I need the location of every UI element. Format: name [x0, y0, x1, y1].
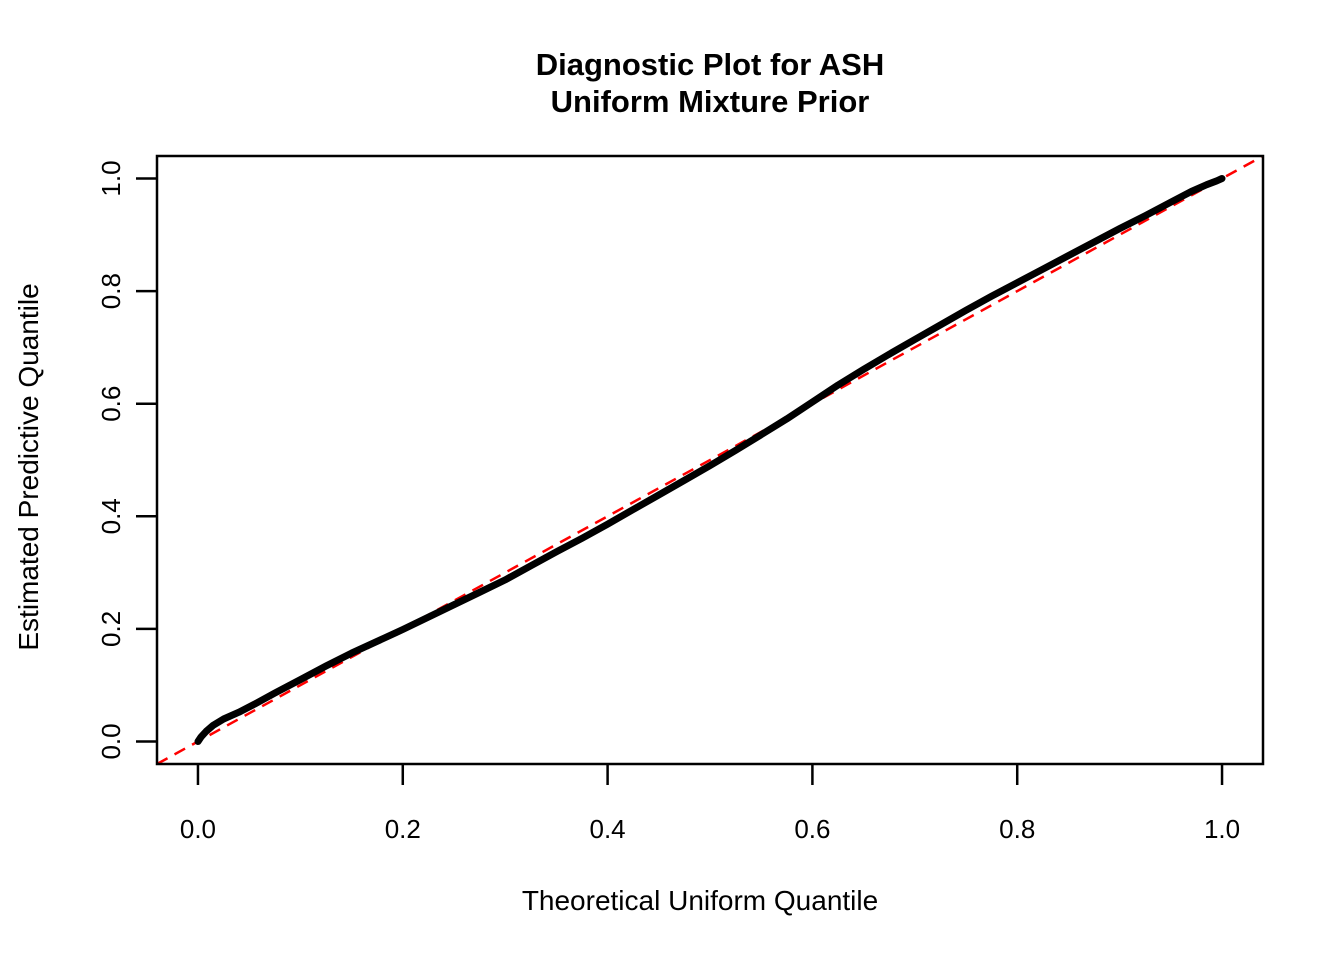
chart-title-line-2: Uniform Mixture Prior	[551, 84, 870, 119]
y-tick-label: 0.8	[96, 273, 126, 309]
x-axis-label: Theoretical Uniform Quantile	[522, 885, 878, 916]
x-axis-ticks: 0.0 0.2 0.4 0.6 0.8 1.0	[180, 764, 1240, 844]
x-tick-label: 0.2	[385, 814, 421, 844]
y-tick-label: 0.6	[96, 386, 126, 422]
x-tick-label: 0.4	[590, 814, 626, 844]
x-tick-label: 0.6	[794, 814, 830, 844]
identity-line	[156, 154, 1264, 766]
chart-title-line-1: Diagnostic Plot for ASH	[536, 47, 884, 82]
chart-title: Diagnostic Plot for ASH Uniform Mixture …	[536, 47, 884, 119]
x-tick-label: 0.0	[180, 814, 216, 844]
y-axis-ticks: 0.0 0.2 0.4 0.6 0.8 1.0	[96, 160, 157, 760]
x-tick-label: 1.0	[1204, 814, 1240, 844]
qq-curve	[194, 175, 1226, 745]
y-axis-label: Estimated Predictive Quantile	[13, 283, 44, 650]
plot-box	[155, 154, 1265, 766]
y-tick-label: 0.2	[96, 611, 126, 647]
y-tick-label: 0.0	[96, 723, 126, 759]
y-tick-label: 1.0	[96, 160, 126, 196]
y-tick-label: 0.4	[96, 498, 126, 534]
x-tick-label: 0.8	[999, 814, 1035, 844]
